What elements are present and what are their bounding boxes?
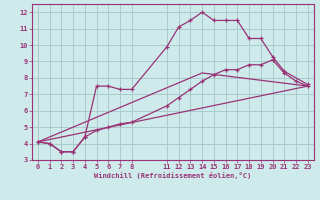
- X-axis label: Windchill (Refroidissement éolien,°C): Windchill (Refroidissement éolien,°C): [94, 172, 252, 179]
